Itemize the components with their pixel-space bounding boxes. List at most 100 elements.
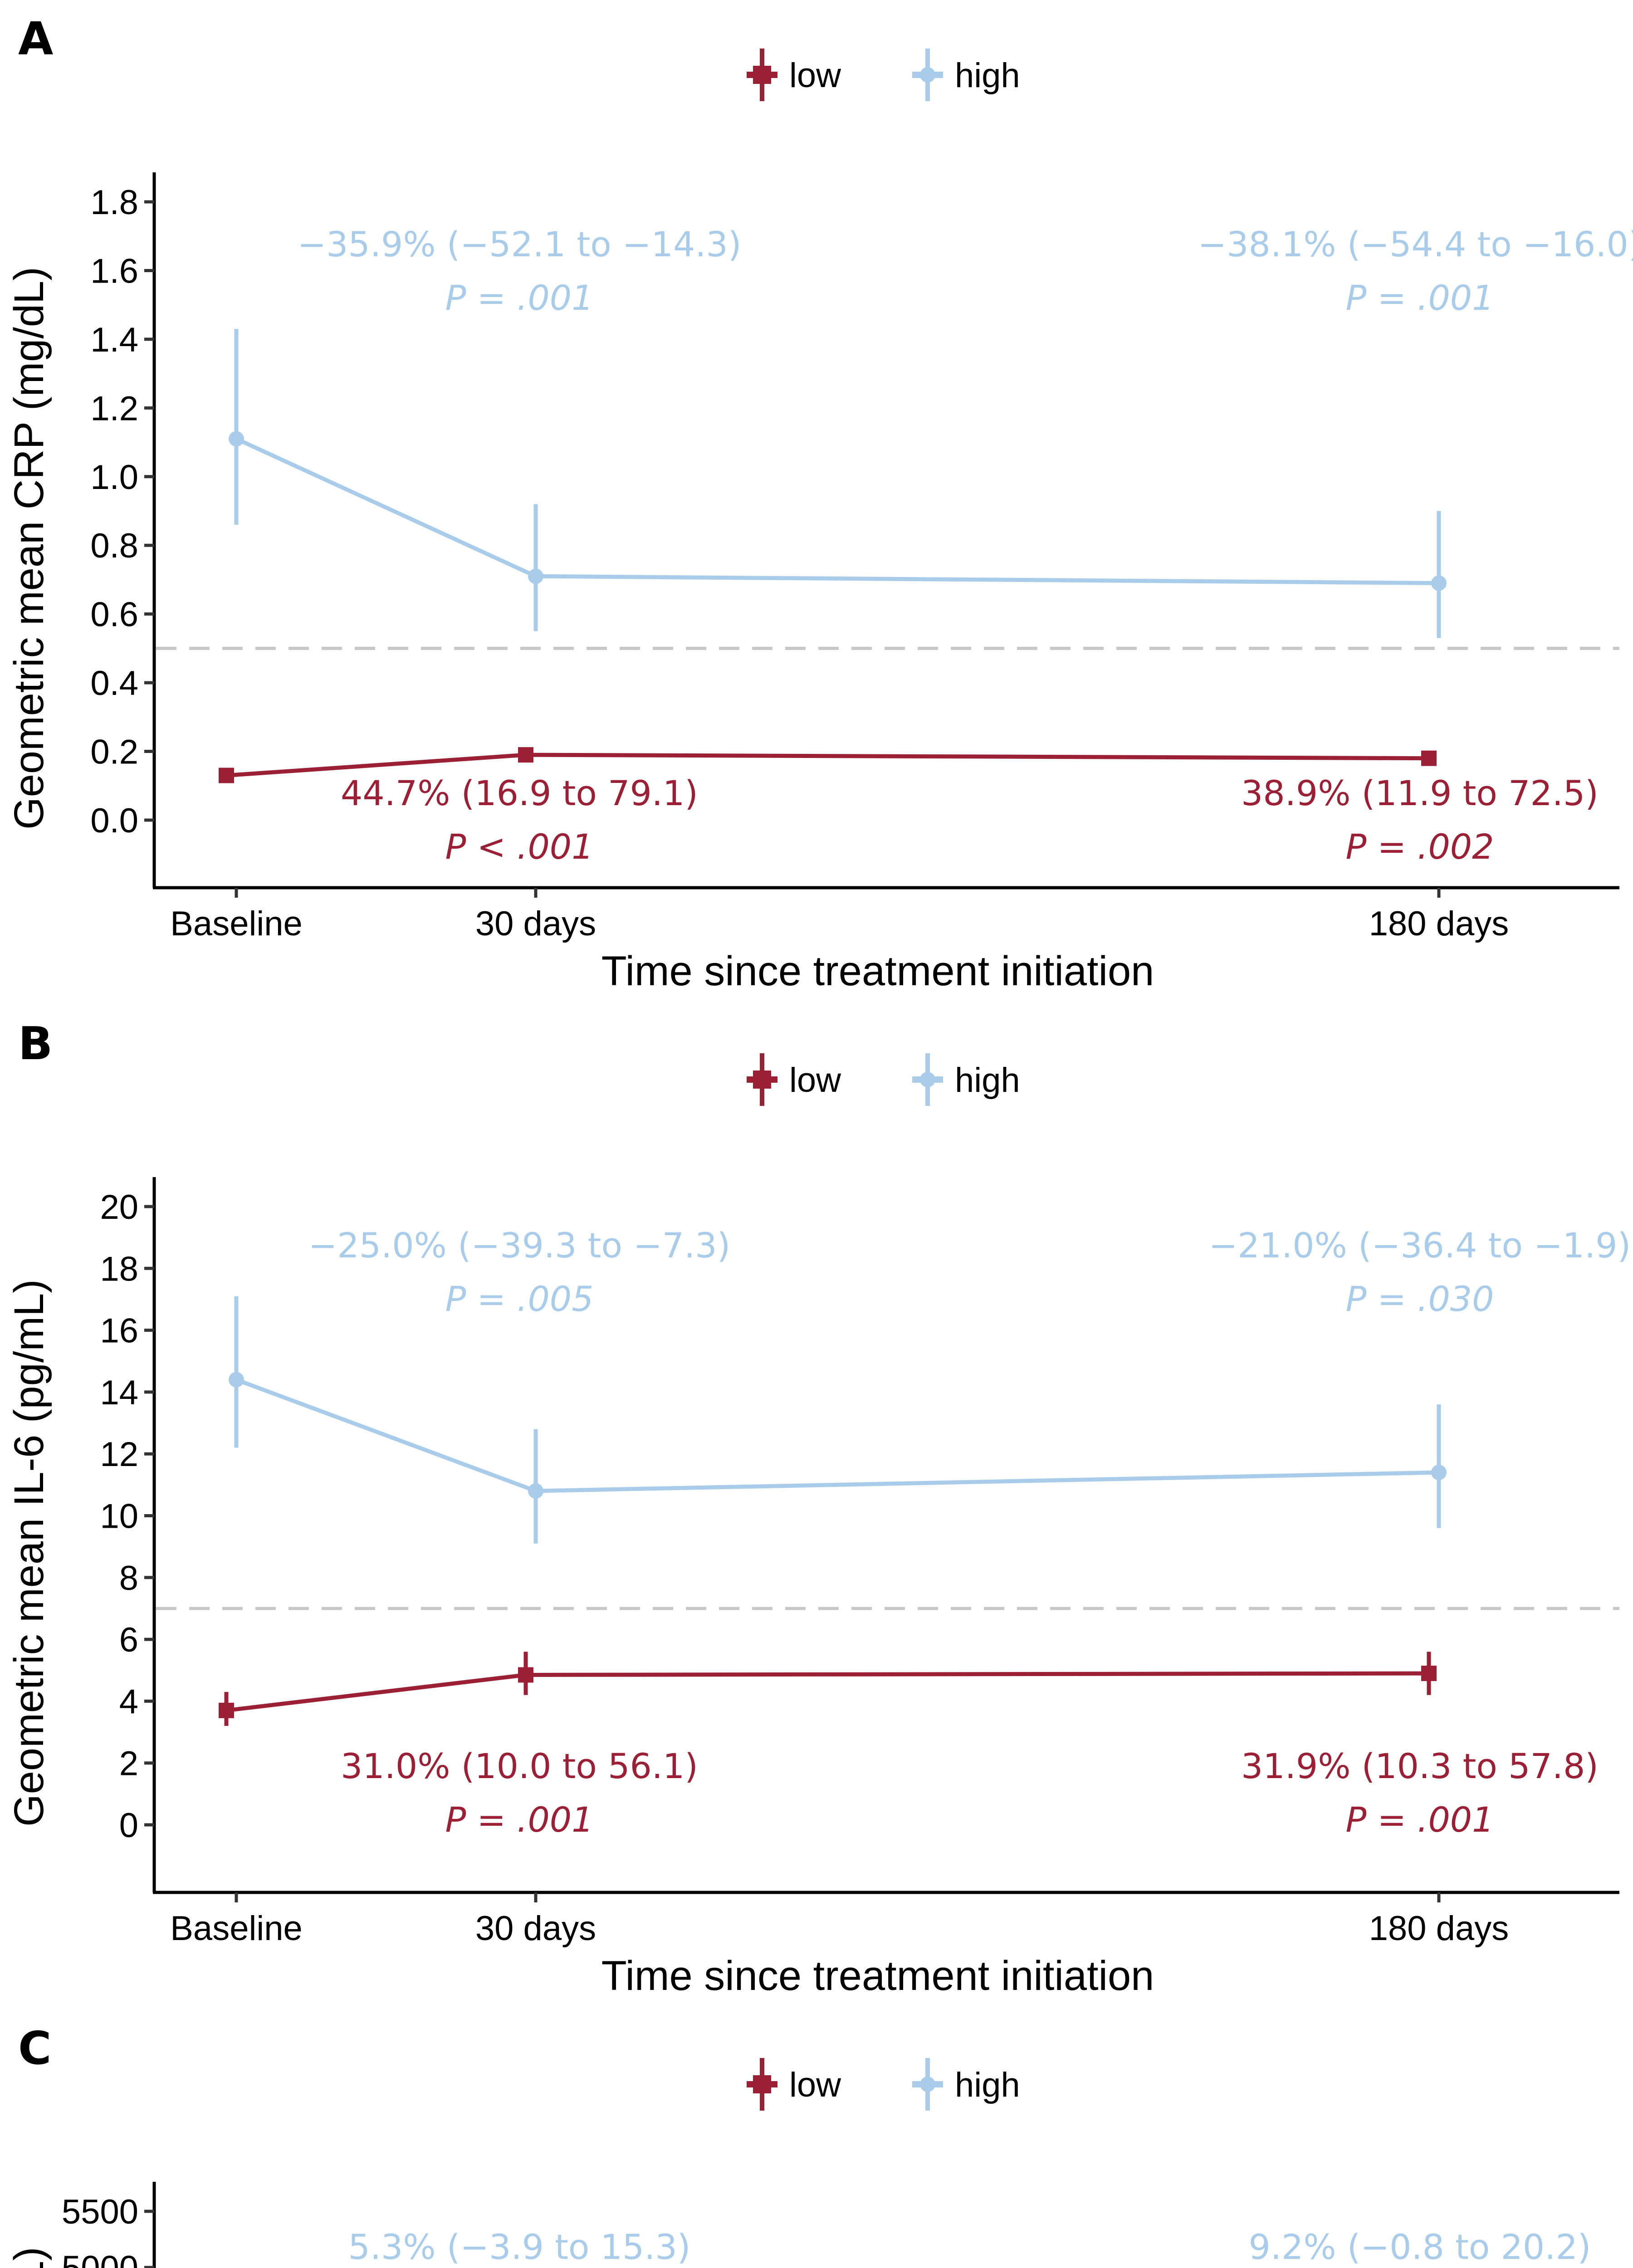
y-tick-label: 0.4: [90, 664, 138, 703]
annotation-high-30-days: −25.0% (−39.3 to −7.3) P = .005: [308, 1225, 731, 1319]
series-line-low: [226, 1671, 1429, 1713]
legend: low high: [747, 2058, 1020, 2111]
data-point-square-low: [1421, 750, 1437, 766]
y-tick-label: 8: [119, 1559, 138, 1598]
y-axis-title: Geometric mean CRP (mg/dL): [6, 267, 52, 830]
y-tick-label: 1.2: [90, 389, 138, 428]
annotation-estimate: 9.2% (−0.8 to 20.2): [1249, 2227, 1591, 2267]
y-tick-label: 1.8: [90, 183, 138, 222]
data-point-circle-high: [528, 1483, 543, 1499]
y-tick-label: 20: [100, 1188, 138, 1227]
series-low: [219, 1652, 1437, 1726]
panel-letter: A: [18, 12, 53, 65]
annotation-p-value: P = .030: [1345, 1279, 1494, 1319]
data-point-circle-high: [229, 1372, 244, 1388]
y-tick-label: 5500: [62, 2193, 138, 2231]
y-tick-label: 16: [100, 1312, 138, 1350]
legend-label: low: [789, 1061, 841, 1100]
y-tick-label: 2: [119, 1745, 138, 1783]
legend-square-marker-icon: [753, 1070, 771, 1089]
panel-letter: C: [18, 2022, 51, 2075]
x-tick-label: 180 days: [1369, 1909, 1509, 1948]
annotation-low-180-days: 31.9% (10.3 to 57.8) P = .001: [1241, 1746, 1599, 1840]
annotation-estimate: 5.3% (−3.9 to 15.3): [348, 2227, 691, 2267]
data-point-square-low: [518, 1667, 533, 1683]
annotation-high-180-days: −38.1% (−54.4 to −16.0) P = .001: [1198, 224, 1633, 318]
annotation-estimate: −35.9% (−52.1 to −14.3): [298, 224, 742, 264]
y-tick-label: 4: [119, 1682, 138, 1721]
data-point-square-low: [219, 1702, 234, 1718]
series-line-low: [226, 753, 1429, 778]
x-axis-title: Time since treatment initiation: [601, 1953, 1154, 1999]
annotation-estimate: −25.0% (−39.3 to −7.3): [308, 1225, 731, 1266]
x-tick-label: 30 days: [475, 1909, 596, 1948]
legend: low high: [747, 49, 1020, 101]
series-line-high: [235, 437, 1439, 586]
series-line-high: [235, 1378, 1439, 1493]
legend-item-high: high: [912, 2058, 1020, 2111]
legend-item-low: low: [747, 1053, 841, 1106]
series-high: [229, 329, 1447, 638]
annotation-p-value: P = .001: [445, 1799, 593, 1840]
data-point-square-low: [1421, 1666, 1437, 1681]
data-point-square-low: [518, 747, 533, 763]
legend-circle-marker-icon: [920, 67, 935, 83]
legend-label: high: [955, 2066, 1020, 2104]
annotation-estimate: 31.0% (10.0 to 56.1): [341, 1746, 698, 1786]
annotation-high-180-days: 9.2% (−0.8 to 20.2)P = .078: [1249, 2227, 1591, 2267]
data-point-circle-high: [1431, 1465, 1447, 1481]
annotation-p-value: P = .002: [1345, 826, 1494, 867]
legend-item-high: high: [912, 1053, 1020, 1106]
annotation-high-30-days: 5.3% (−3.9 to 15.3)P = .354: [348, 2227, 691, 2267]
x-tick-label: Baseline: [170, 904, 303, 943]
annotation-estimate: 44.7% (16.9 to 79.1): [341, 773, 698, 813]
legend-item-low: low: [747, 2058, 841, 2111]
y-tick-label: 0.6: [90, 596, 138, 634]
data-point-square-low: [219, 767, 234, 783]
x-tick-label: 180 days: [1369, 904, 1509, 943]
y-tick-label: 14: [100, 1374, 138, 1412]
y-axis-title: Geometric mean GDF 15 (pg/mL): [6, 2247, 52, 2268]
annotation-estimate: −38.1% (−54.4 to −16.0): [1198, 224, 1633, 264]
legend-circle-marker-icon: [920, 1072, 935, 1087]
legend-item-low: low: [747, 49, 841, 101]
series-high: [229, 1296, 1447, 1544]
y-axis-title: Geometric mean IL-6 (pg/mL): [6, 1279, 52, 1827]
annotation-p-value: P = .001: [445, 278, 593, 318]
annotation-estimate: 31.9% (10.3 to 57.8): [1241, 1746, 1599, 1786]
x-axis-title: Time since treatment initiation: [601, 948, 1154, 994]
y-tick-label: 0.8: [90, 527, 138, 565]
annotation-p-value: P = .001: [1345, 1799, 1494, 1840]
y-tick-label: 5000: [62, 2249, 138, 2268]
y-tick-label: 1.0: [90, 458, 138, 497]
annotation-low-30-days: 31.0% (10.0 to 56.1) P = .001: [341, 1746, 698, 1840]
y-tick-label: 1.6: [90, 252, 138, 290]
x-tick-label: Baseline: [170, 1909, 303, 1948]
data-point-circle-high: [1431, 575, 1447, 591]
y-tick-label: 0.0: [90, 802, 138, 840]
y-tick-label: 12: [100, 1435, 138, 1474]
legend-label: low: [789, 56, 841, 95]
legend-label: high: [955, 1061, 1020, 1100]
x-tick-label: 30 days: [475, 904, 596, 943]
annotation-high-180-days: −21.0% (−36.4 to −1.9) P = .030: [1209, 1225, 1631, 1319]
annotation-low-180-days: 38.9% (11.9 to 72.5) P = .002: [1241, 773, 1599, 867]
annotation-p-value: P = .005: [445, 1279, 593, 1319]
legend-circle-marker-icon: [920, 2077, 935, 2092]
legend-label: high: [955, 56, 1020, 95]
y-tick-label: 0: [119, 1806, 138, 1845]
legend-square-marker-icon: [753, 66, 771, 84]
legend-item-high: high: [912, 49, 1020, 101]
annotation-p-value: P = .001: [1345, 278, 1494, 318]
annotation-estimate: −21.0% (−36.4 to −1.9): [1209, 1225, 1631, 1266]
panel-letter: B: [18, 1017, 53, 1070]
y-tick-label: 0.2: [90, 733, 138, 772]
y-tick-label: 18: [100, 1250, 138, 1288]
annotation-high-30-days: −35.9% (−52.1 to −14.3) P = .001: [298, 224, 742, 318]
annotation-estimate: 38.9% (11.9 to 72.5): [1241, 773, 1599, 813]
y-tick-label: 10: [100, 1497, 138, 1536]
y-tick-label: 6: [119, 1621, 138, 1659]
